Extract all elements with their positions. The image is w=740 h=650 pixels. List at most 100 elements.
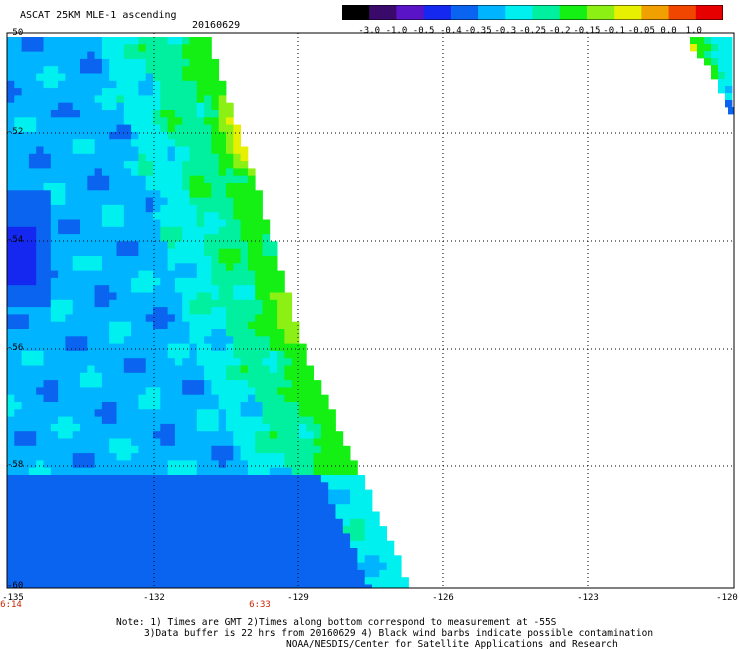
swath-cell — [255, 234, 263, 242]
swath-cell — [226, 423, 234, 432]
swath-cell — [72, 197, 81, 206]
swath-cell — [277, 387, 285, 396]
swath-cell — [160, 161, 168, 169]
swath-cell — [204, 110, 212, 118]
swath-cell — [153, 307, 161, 315]
swath-cell — [14, 453, 22, 461]
swath-cell — [87, 475, 95, 483]
swath-cell — [14, 423, 22, 432]
swath-cell — [101, 555, 110, 563]
swath-cell — [36, 504, 44, 512]
swath-cell — [58, 190, 66, 198]
swath-cell — [116, 161, 125, 169]
swath-cell — [240, 350, 249, 359]
swath-cell — [94, 285, 103, 293]
swath-cell — [116, 394, 125, 403]
swath-cell — [226, 467, 234, 476]
swath-cell — [50, 117, 59, 125]
swath-cell — [94, 270, 103, 279]
swath-cell — [58, 263, 66, 271]
swath-cell — [182, 577, 190, 585]
swath-cell — [328, 431, 336, 439]
swath-cell — [131, 540, 139, 549]
swath-cell — [255, 518, 263, 527]
swath-cell — [204, 131, 212, 140]
swath-cell — [80, 226, 88, 235]
swath-cell — [43, 58, 52, 67]
swath-cell — [233, 540, 241, 549]
swath-cell — [50, 526, 59, 534]
swath-cell — [342, 475, 351, 483]
swath-cell — [131, 482, 139, 490]
swath-cell — [94, 124, 103, 133]
swath-cell — [153, 482, 161, 490]
swath-cell — [72, 285, 81, 293]
swath-cell — [14, 489, 22, 498]
swath-cell — [58, 350, 66, 359]
swath-cell — [299, 394, 307, 403]
swath-cell — [204, 329, 212, 337]
swath-cell — [14, 526, 22, 534]
swath-cell — [123, 80, 132, 89]
swath-cell — [123, 402, 132, 410]
swath-cell — [160, 504, 168, 512]
swath-cell — [284, 453, 293, 461]
swath-cell — [14, 66, 22, 74]
swath-cell — [94, 66, 103, 74]
swath-cell — [14, 44, 22, 52]
swath-cell — [65, 307, 74, 315]
swath-cell — [131, 146, 139, 155]
swath-cell — [138, 540, 147, 549]
swath-cell — [94, 423, 103, 432]
swath-cell — [87, 540, 95, 549]
swath-cell — [160, 489, 168, 498]
swath-cell — [131, 489, 139, 498]
swath-cell — [58, 299, 66, 308]
swath-cell — [28, 438, 37, 447]
swath-cell — [28, 526, 37, 534]
swath-cell — [299, 460, 307, 469]
swath-cell — [711, 44, 719, 52]
swath-cell — [196, 569, 205, 578]
swath-cell — [204, 489, 212, 498]
swath-cell — [196, 409, 205, 417]
swath-cell — [28, 482, 37, 490]
swath-cell — [313, 402, 322, 410]
swath-cell — [153, 117, 161, 125]
swath-cell — [233, 183, 241, 191]
swath-cell — [284, 402, 293, 410]
swath-cell — [80, 204, 88, 213]
swath-cell — [72, 453, 81, 461]
swath-cell — [28, 117, 37, 125]
swath-cell — [218, 489, 227, 498]
swath-cell — [204, 372, 212, 381]
swath-cell — [131, 445, 139, 454]
swath-cell — [247, 387, 256, 396]
swath-cell — [196, 496, 205, 505]
swath-cell — [255, 445, 263, 454]
swath-cell — [116, 197, 125, 206]
swath-cell — [247, 212, 256, 220]
swath-cell — [247, 577, 256, 585]
swath-cell — [109, 555, 117, 563]
swath-cell — [28, 329, 37, 337]
swath-cell — [50, 336, 59, 344]
swath-cell — [80, 102, 88, 111]
swath-cell — [255, 402, 263, 410]
swath-cell — [364, 548, 373, 556]
swath-cell — [145, 358, 154, 366]
swath-cell — [211, 277, 220, 286]
swath-cell — [204, 197, 212, 206]
swath-cell — [65, 44, 74, 52]
swath-cell — [80, 219, 88, 228]
swath-cell — [328, 584, 336, 588]
swath-cell — [313, 518, 322, 527]
swath-cell — [718, 65, 726, 73]
swath-cell — [218, 372, 227, 381]
colorbar-swatch — [342, 5, 370, 20]
swath-cell — [145, 380, 154, 388]
swath-cell — [101, 139, 110, 147]
swath-cell — [123, 372, 132, 381]
swath-cell — [65, 402, 74, 410]
swath-cell — [58, 343, 66, 352]
